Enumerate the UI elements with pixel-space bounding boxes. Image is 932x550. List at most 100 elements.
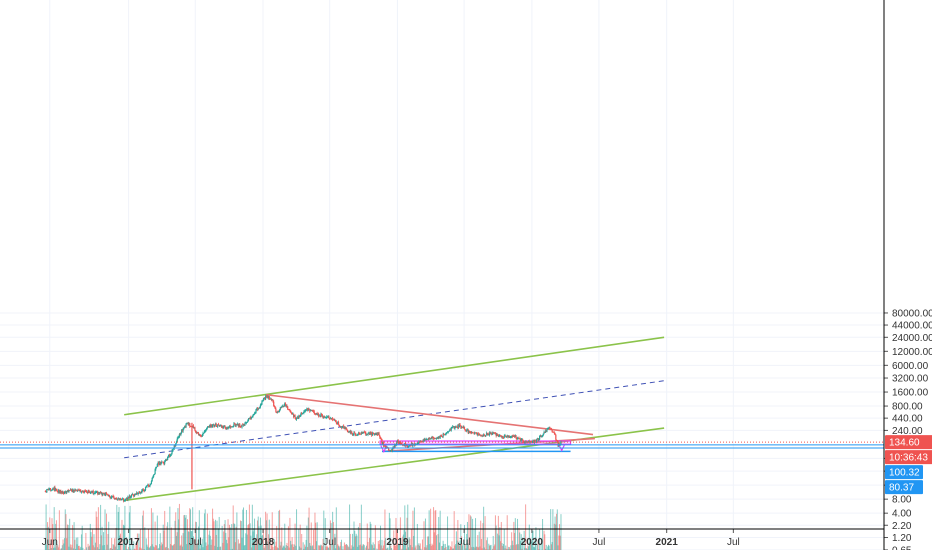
y-tick-label: 80000.00 [892,308,932,319]
candle-body [458,424,460,428]
candle-body [147,485,149,487]
candle-body [209,425,211,427]
volume-bar [115,527,117,550]
volume-bar [432,545,434,550]
volume-bar [547,544,549,550]
volume-bar [337,544,339,550]
candle-body [455,426,457,428]
candle-body [225,427,227,429]
candle-body [557,441,559,447]
candle-body [224,425,226,428]
volume-bar [225,532,227,550]
candle-body [368,433,371,435]
volume-bar [367,541,369,550]
candle-body [235,424,237,427]
volume-bar [473,528,475,550]
candle-body [389,450,391,452]
volume-bar [532,530,534,550]
candle-body [211,425,214,428]
volume-bar [65,514,67,550]
volume-bar [518,527,520,550]
volume-bar [173,544,175,550]
volume-bar [69,518,71,550]
volume-bar [449,546,451,550]
candle-body [145,486,147,488]
candle-body [460,426,463,428]
candle-body [71,490,73,492]
volume-bar [477,547,479,550]
candle-body [214,423,217,425]
candle-body [269,398,271,400]
volume-bar [459,540,461,550]
volume-bar [159,544,161,550]
volume-bar [529,542,531,550]
candle-body [245,422,248,424]
candle-body [200,435,202,437]
volume-bar [452,548,454,550]
time-axis[interactable]: Jun 2017 Jul 2018 Jul 2019 Jul 2020 Jul 2021 Jul [0,528,884,548]
volume-bar [354,530,356,550]
volume-bar [304,544,306,550]
volume-bar [191,531,193,550]
volume-bar [75,548,77,550]
volume-bar [139,529,141,550]
volume-bar [187,519,189,550]
candle-body [120,499,122,501]
candle-body [513,436,516,438]
volume-bar [248,504,250,550]
candle-body [92,490,94,495]
candle-body [364,431,366,433]
candle-body [155,466,158,468]
candle-body [236,424,238,425]
candle-body [534,439,536,441]
volume-bar [363,545,365,550]
candle-body [100,492,102,494]
candle-body [421,441,424,443]
candle-body [111,495,113,497]
candle-body [376,433,378,436]
candle-body [55,488,58,491]
candle-body [52,488,55,490]
candle-body [355,434,357,436]
candle-body [63,493,65,495]
candle-body [391,448,393,452]
volume-bar [128,546,130,550]
volume-bar [354,536,356,550]
candle-body [514,435,516,438]
candle-body [365,432,367,435]
volume-bar [160,545,162,550]
candle-body [124,499,126,501]
volume-bar [198,510,200,550]
candle-body [553,432,555,434]
volume-bar [238,543,240,550]
volume-bar [237,539,239,550]
volume-bar [112,544,114,550]
candle-body [309,410,312,412]
volume-bar [412,510,414,550]
volume-bar [262,534,264,550]
candle-body [65,491,67,493]
candle-body [138,491,140,493]
candle-body [209,425,211,428]
candle-body [257,407,259,410]
volume-bar [539,528,541,550]
candle-body [460,425,462,428]
volume-bar [156,515,158,550]
candle-body [329,418,331,420]
candle-body [230,426,232,428]
candle-body [82,490,84,492]
x-tick-label: 2018 [252,537,275,548]
candle-body [369,432,371,435]
volume-bar [314,512,316,550]
volume-bar [349,533,351,550]
price-tag-label: 80.37 [889,483,914,494]
candle-body [263,398,265,400]
candle-body [528,441,530,443]
volume-bar [251,547,253,550]
volume-bar [380,545,382,550]
volume-bar [289,517,291,550]
candle-body [539,435,541,440]
candle-body [256,408,259,410]
candle-body [440,435,442,437]
